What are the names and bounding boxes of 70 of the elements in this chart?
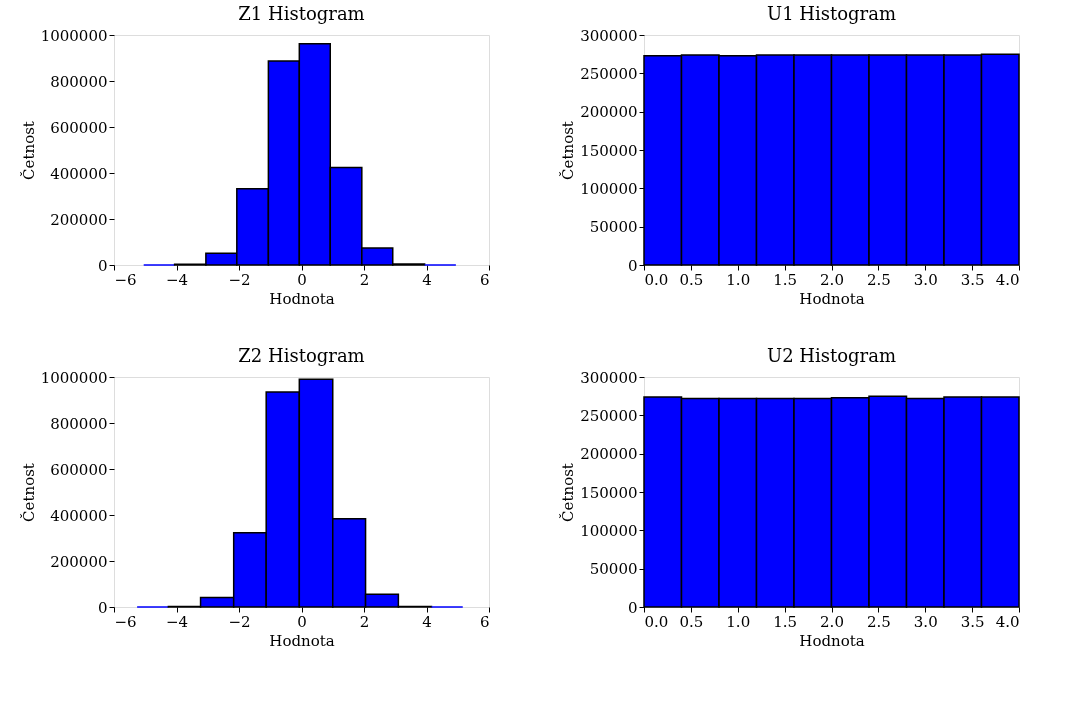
y-tick-label: 800000: [50, 414, 108, 433]
x-axis-title: Hodnota: [799, 631, 865, 650]
x-tick-label: 2: [359, 612, 370, 631]
x-tick-label: 1.0: [726, 270, 751, 289]
y-tick-label: 100000: [580, 179, 638, 198]
y-tick-label: 0: [627, 256, 638, 275]
x-tick-label: 0.0: [644, 270, 669, 289]
x-tick-label: 0.5: [679, 270, 704, 289]
x-tick-label: −4: [165, 270, 189, 289]
y-tick-label: 50000: [589, 560, 638, 579]
y-axis-title: Četnost: [19, 121, 38, 180]
y-tick-label: 150000: [580, 141, 638, 160]
x-tick-label: 0.5: [679, 612, 704, 631]
x-tick-label: 0.0: [644, 612, 669, 631]
x-tick-label: 3.0: [913, 270, 938, 289]
y-axis-title: Četnost: [559, 121, 578, 180]
x-tick-label: 3.5: [960, 270, 985, 289]
y-axis-title: Četnost: [19, 463, 38, 522]
x-tick-label: −4: [165, 612, 189, 631]
x-tick-label: 1.0: [726, 612, 751, 631]
x-axis-title: Hodnota: [799, 289, 865, 308]
x-tick-label: 2.5: [866, 612, 891, 631]
chart-title: U2 Histogram: [766, 345, 897, 366]
y-tick-label: 400000: [50, 506, 108, 525]
y-tick-label: 100000: [580, 521, 638, 540]
y-tick-label: 50000: [589, 218, 638, 237]
chart-title: Z1 Histogram: [238, 3, 365, 24]
y-tick-label: 200000: [580, 445, 638, 464]
y-axis-title: Četnost: [559, 463, 578, 522]
y-tick-label: 0: [627, 598, 638, 617]
x-tick-label: 4: [422, 612, 432, 631]
y-tick-label: 250000: [580, 64, 638, 83]
y-tick-label: 200000: [50, 552, 108, 571]
x-tick-label: 2.0: [820, 612, 844, 631]
x-tick-label: 2: [359, 270, 370, 289]
x-tick-label: 4.0: [995, 270, 1020, 289]
x-tick-label: 4.0: [995, 612, 1020, 631]
y-tick-label: 1000000: [40, 368, 108, 387]
x-tick-label: 3.5: [960, 612, 985, 631]
y-tick-label: 300000: [580, 26, 638, 45]
y-tick-label: 200000: [580, 103, 638, 122]
y-tick-label: 300000: [580, 368, 638, 387]
y-tick-label: 250000: [580, 406, 638, 425]
x-tick-label: 0: [297, 270, 307, 289]
x-tick-label: 1.5: [773, 612, 798, 631]
x-tick-label: 0: [297, 612, 307, 631]
chart-title: Z2 Histogram: [238, 345, 365, 366]
x-tick-label: 2.0: [820, 270, 844, 289]
x-tick-label: 3.0: [913, 612, 938, 631]
y-tick-label: 600000: [50, 118, 108, 137]
x-axis-title: Hodnota: [269, 289, 335, 308]
x-tick-label: −2: [228, 270, 251, 289]
x-tick-label: 6: [479, 612, 490, 631]
x-tick-label: 1.5: [773, 270, 798, 289]
x-axis-title: Hodnota: [269, 631, 335, 650]
y-tick-label: 0: [97, 256, 108, 275]
y-tick-label: 600000: [50, 460, 108, 479]
y-tick-label: 400000: [50, 164, 108, 183]
y-tick-label: 150000: [580, 483, 638, 502]
x-tick-label: −2: [228, 612, 251, 631]
x-tick-label: 4: [422, 270, 432, 289]
y-tick-label: 200000: [50, 210, 108, 229]
x-tick-label: 2.5: [866, 270, 891, 289]
x-tick-label: 6: [479, 270, 490, 289]
y-tick-label: 800000: [50, 72, 108, 91]
y-tick-label: 0: [97, 598, 108, 617]
x-tick-label: −6: [114, 270, 137, 289]
y-tick-label: 1000000: [40, 26, 108, 45]
x-tick-label: −6: [114, 612, 137, 631]
chart-title: U1 Histogram: [766, 3, 897, 24]
